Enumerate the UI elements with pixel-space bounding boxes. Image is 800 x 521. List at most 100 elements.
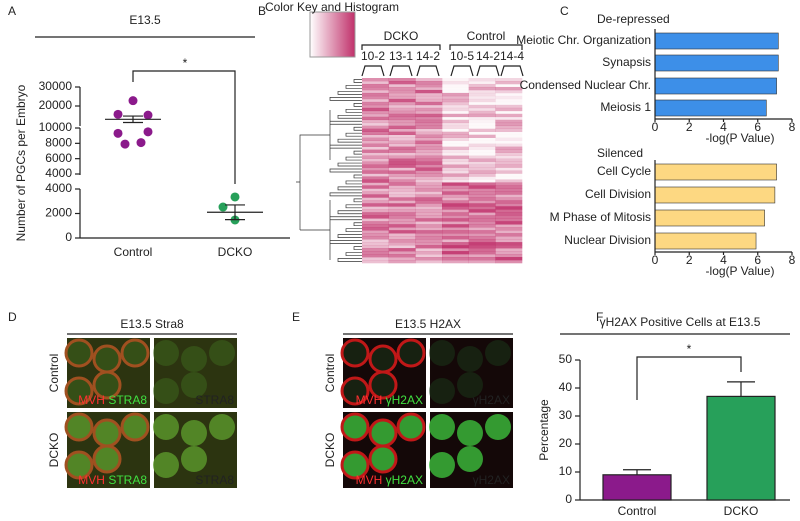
heatmap-cell <box>415 191 443 195</box>
heatmap-cell <box>469 150 496 153</box>
heatmap-cell <box>415 257 443 261</box>
heatmap-cell <box>388 164 416 168</box>
sample-bracket <box>361 65 385 77</box>
heatmap-cell <box>388 152 416 156</box>
error-bar <box>727 381 755 397</box>
heatmap-cell <box>468 254 496 258</box>
heatmap-cell <box>442 221 469 225</box>
heatmap-cell <box>468 110 496 115</box>
sample-label: 14-4 <box>500 49 524 63</box>
heatmap-cell <box>442 206 469 210</box>
heatmap-cell <box>362 140 389 144</box>
heatmap-cell <box>415 179 443 183</box>
heatmap-cell <box>495 209 523 213</box>
heatmap-cell <box>468 251 496 255</box>
cell <box>181 420 207 446</box>
heatmap-cell <box>468 113 496 118</box>
heatmap-cell <box>495 122 523 127</box>
cell <box>368 370 398 400</box>
heatmap-cell <box>495 95 523 100</box>
heatmap-cell <box>362 167 389 171</box>
cell <box>340 376 370 406</box>
heatmap-cell <box>468 98 496 103</box>
heatmap-cell <box>415 260 443 264</box>
heatmap-cell <box>442 185 469 189</box>
heatmap-cell <box>442 179 469 183</box>
cell <box>92 344 122 374</box>
channel-label: MVH γH2AX <box>356 473 423 487</box>
heatmap-cell <box>362 227 389 231</box>
error-bar <box>623 469 651 475</box>
heatmap-cell <box>469 132 496 135</box>
row-label: DCKO <box>47 433 61 468</box>
heatmap-cell <box>415 98 443 103</box>
cell <box>153 340 179 366</box>
heatmap-cell <box>388 191 416 195</box>
heatmap-cell <box>495 84 522 87</box>
heatmap-cell <box>442 197 469 201</box>
channel-label-marker: γH2AX <box>386 393 423 407</box>
heatmap-cell <box>468 92 496 97</box>
heatmap-cell <box>362 197 389 201</box>
heatmap-cell <box>442 101 469 106</box>
heatmap-cell <box>415 119 443 124</box>
heatmap-cell <box>388 155 416 159</box>
heatmap-cell <box>415 152 443 156</box>
cell <box>340 338 370 368</box>
heatmap-cell <box>468 242 496 246</box>
heatmap-cell <box>415 158 443 162</box>
x-tick-label: 8 <box>789 120 796 134</box>
heatmap-cell <box>442 83 469 88</box>
cell <box>64 412 94 442</box>
heatmap-cell <box>495 86 523 91</box>
heatmap-cell <box>415 107 443 112</box>
heatmap-cell <box>442 173 469 177</box>
group-label: DCKO <box>384 29 419 43</box>
channel-label: MVH γH2AX <box>356 393 423 407</box>
cell <box>340 450 370 480</box>
heatmap-cell <box>388 146 416 150</box>
panel-letter: B <box>258 4 266 18</box>
cell <box>457 420 483 446</box>
heatmap-cell <box>442 239 469 243</box>
channel-label-marker: STRA8 <box>108 393 147 407</box>
heatmap-cell <box>442 131 469 135</box>
bar <box>654 54 779 72</box>
error-bar <box>225 204 245 221</box>
heatmap-cell <box>415 227 443 231</box>
heatmap-cell <box>442 212 469 216</box>
heatmap-cell <box>415 185 443 189</box>
heatmap-cell <box>468 119 496 124</box>
heatmap-cell <box>495 92 523 97</box>
heatmap-cell <box>388 110 416 115</box>
panel-title: E13.5 H2AX <box>395 317 461 331</box>
significance-bracket <box>132 70 236 184</box>
heatmap-cell <box>495 239 523 243</box>
heatmap-cell <box>495 170 523 174</box>
heatmap-cell <box>442 254 469 258</box>
heatmap-cell <box>415 131 443 135</box>
heatmap-cell <box>495 167 523 171</box>
heatmap-cell <box>442 134 469 138</box>
channel-label: MVH STRA8 <box>78 473 147 487</box>
sample-bracket <box>389 65 413 77</box>
heatmap-cell <box>362 113 389 118</box>
heatmap-cell <box>388 212 416 216</box>
heatmap-cell <box>388 107 416 112</box>
heatmap-cell <box>415 182 443 186</box>
chart-title: E13.5 <box>129 13 161 27</box>
heatmap-cell <box>415 86 443 91</box>
cell <box>485 414 511 440</box>
sample-bracket <box>500 65 524 77</box>
heatmap-cell <box>495 173 522 176</box>
group-bracket <box>361 44 441 50</box>
cell <box>396 338 426 368</box>
heatmap-cell <box>442 215 469 219</box>
heatmap-cell <box>495 194 523 198</box>
heatmap-cell <box>362 122 389 127</box>
heatmap-cell <box>495 179 523 183</box>
panel-letter: C <box>560 4 569 18</box>
channel-label: γH2AX <box>473 473 510 487</box>
cell <box>181 372 207 398</box>
heatmap-cell <box>442 122 469 127</box>
